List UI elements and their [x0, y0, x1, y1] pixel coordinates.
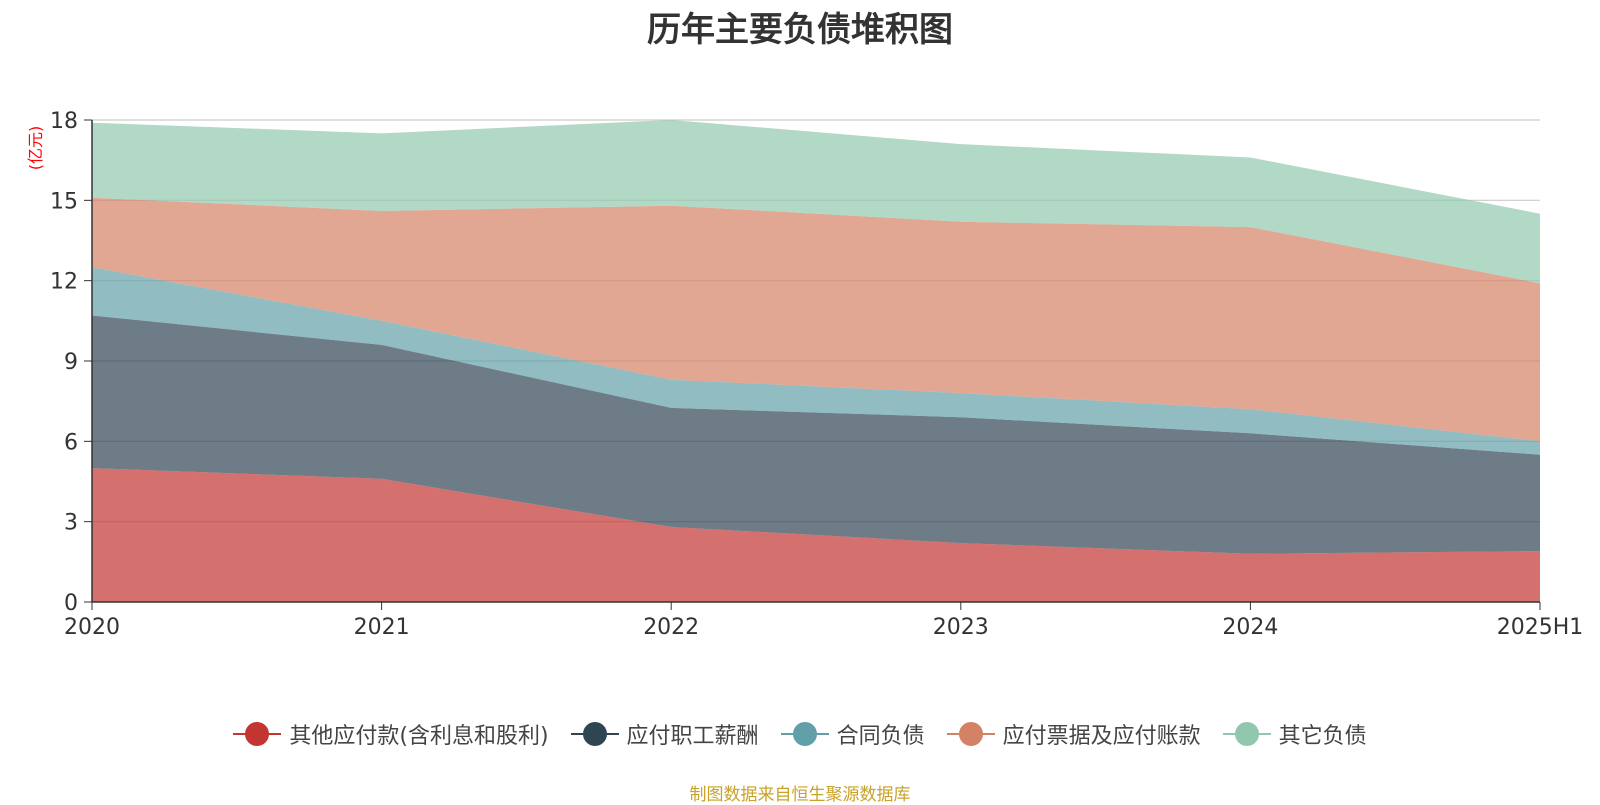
legend-marker-icon [233, 722, 282, 746]
legend-item[interactable]: 其他应付款(含利息和股利) [233, 718, 549, 750]
x-tick-label: 2024 [1222, 615, 1278, 640]
legend: 其他应付款(含利息和股利) 应付职工薪酬 合同负债 应付票据及应付账款 其它负债 [0, 718, 1600, 750]
area-series-4 [92, 120, 1540, 284]
y-tick-label: 18 [50, 109, 78, 134]
legend-label: 合同负债 [836, 724, 925, 749]
stacked-area-chart: 0 3 6 9 12 15 18 2020 2021 2022 2023 2024 2025H1 [50, 109, 1583, 640]
source-note: 制图数据来自恒生聚源数据库 [689, 785, 911, 805]
legend-label: 其他应付款(含利息和股利) [289, 724, 549, 749]
legend-marker-icon [780, 722, 829, 746]
legend-marker-icon [570, 722, 619, 746]
x-tick-label: 2023 [933, 615, 989, 640]
x-tick-label: 2021 [354, 615, 410, 640]
legend-item[interactable]: 合同负债 [780, 718, 925, 750]
y-tick-label: 9 [64, 350, 78, 375]
legend-item[interactable]: 应付职工薪酬 [570, 718, 759, 750]
chart-title: 历年主要负债堆积图 [647, 10, 953, 50]
y-tick-label: 3 [64, 511, 78, 536]
y-tick-label: 0 [64, 591, 78, 616]
axes: 0 3 6 9 12 15 18 2020 2021 2022 2023 2024 2025H1 [50, 109, 1583, 640]
y-tick-label: 12 [50, 270, 78, 295]
area-series-2 [92, 267, 1540, 455]
legend-label: 应付职工薪酬 [626, 724, 759, 749]
area-series-3 [92, 197, 1540, 442]
legend-label: 其它负债 [1278, 724, 1367, 749]
x-tick-label: 2022 [643, 615, 699, 640]
legend-marker-icon [946, 722, 995, 746]
x-tick-label: 2020 [64, 615, 120, 640]
area-series-1 [92, 315, 1540, 554]
legend-marker-icon [1222, 722, 1271, 746]
y-tick-label: 15 [50, 189, 78, 214]
area-series [92, 120, 1540, 602]
y-tick-label: 6 [64, 430, 78, 455]
legend-item[interactable]: 应付票据及应付账款 [946, 718, 1201, 750]
legend-label: 应付票据及应付账款 [1002, 724, 1201, 749]
x-tick-label: 2025H1 [1497, 615, 1584, 640]
legend-item[interactable]: 其它负债 [1222, 718, 1367, 750]
